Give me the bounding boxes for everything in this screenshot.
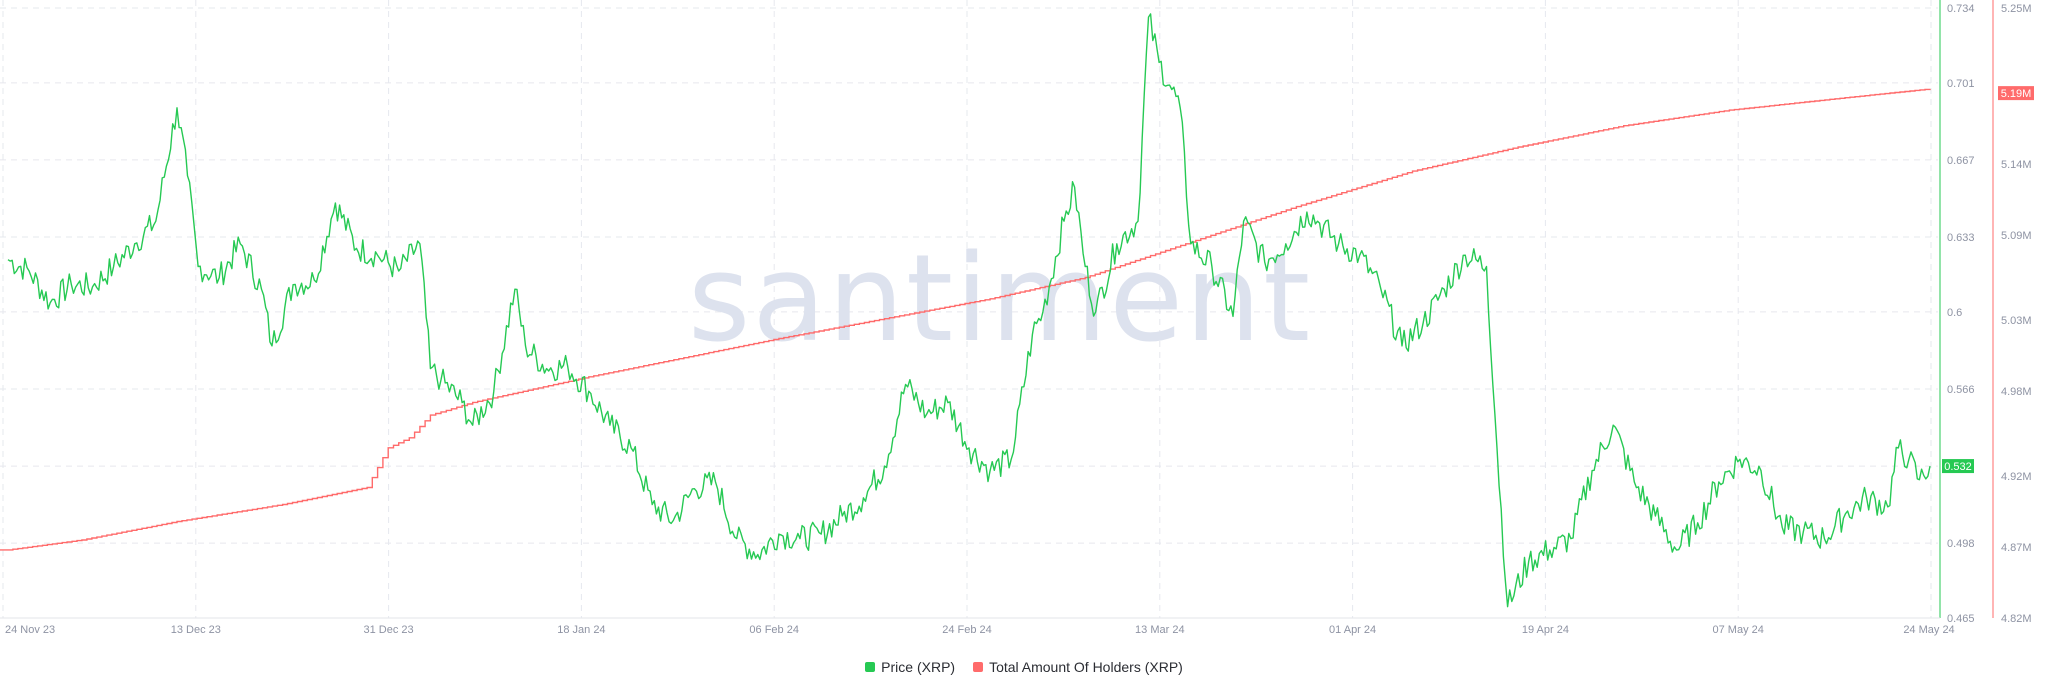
- holders-current-value: 5.19M: [2001, 88, 2032, 100]
- x-tick-label: 24 Feb 24: [942, 624, 992, 636]
- holders-line: [0, 88, 1931, 551]
- date-axis: 24 Nov 23 13 Dec 23 31 Dec 23 18 Jan 24 06 F…: [0, 617, 1955, 636]
- price-tick-label: 0.701: [1947, 78, 1975, 90]
- santiment-watermark: santiment: [688, 230, 1312, 369]
- price-axis: 0.734 0.701 0.667 0.633 0.6 0.566 0.532 0.498 0.…: [1939, 0, 1975, 625]
- holders-tick-label: 5.14M: [2001, 159, 2032, 171]
- x-tick-label: 07 May 24: [1713, 624, 1764, 636]
- holders-current-badge: [1998, 86, 2034, 101]
- x-tick-label: 19 Apr 24: [1522, 624, 1569, 636]
- price-tick-label: 0.498: [1947, 538, 1975, 550]
- price-swatch: [865, 662, 876, 672]
- holders-series: [0, 88, 1931, 551]
- legend-price-label: Price (XRP): [881, 659, 956, 675]
- holders-tick-label: 5.03M: [2001, 315, 2032, 327]
- x-tick-label: 06 Feb 24: [749, 624, 799, 636]
- holders-tick-label: 4.87M: [2001, 542, 2032, 554]
- holders-axis: 5.25M 5.19M 5.14M 5.09M 5.03M 4.98M 4.92M 4.87M…: [1992, 0, 2034, 625]
- price-tick-label: 0.633: [1947, 232, 1975, 244]
- price-current-badge: [1942, 459, 1974, 474]
- price-tick-label: 0.667: [1947, 155, 1975, 167]
- price-series: [7, 13, 1931, 608]
- x-tick-label: 13 Dec 23: [171, 624, 221, 636]
- holders-tick-label: 4.82M: [2001, 613, 2032, 625]
- legend-item-holders[interactable]: Total Amount Of Holders (XRP): [973, 659, 1183, 675]
- x-tick-label: 31 Dec 23: [364, 624, 414, 636]
- x-tick-label: 01 Apr 24: [1329, 624, 1376, 636]
- x-tick-label: 24 May 24: [1903, 624, 1954, 636]
- holders-tick-label: 4.98M: [2001, 386, 2032, 398]
- price-current-value: 0.532: [1944, 461, 1972, 473]
- holders-tick-label: 5.25M: [2001, 3, 2032, 15]
- x-tick-label: 13 Mar 24: [1135, 624, 1185, 636]
- legend-item-price[interactable]: Price (XRP): [865, 659, 955, 675]
- holders-swatch: [973, 662, 984, 672]
- x-tick-label: 18 Jan 24: [557, 624, 605, 636]
- price-tick-label: 0.465: [1947, 613, 1975, 625]
- legend-holders-label: Total Amount Of Holders (XRP): [989, 659, 1183, 675]
- holders-tick-label: 5.09M: [2001, 230, 2032, 242]
- price-tick-label: 0.734: [1947, 3, 1975, 15]
- x-tick-label: 24 Nov 23: [5, 624, 55, 636]
- chart-legend: Price (XRP) Total Amount Of Holders (XRP…: [0, 652, 2048, 682]
- price-tick-label: 0.566: [1947, 384, 1975, 396]
- holders-tick-label: 4.92M: [2001, 471, 2032, 483]
- price-tick-label: 0.6: [1947, 307, 1962, 319]
